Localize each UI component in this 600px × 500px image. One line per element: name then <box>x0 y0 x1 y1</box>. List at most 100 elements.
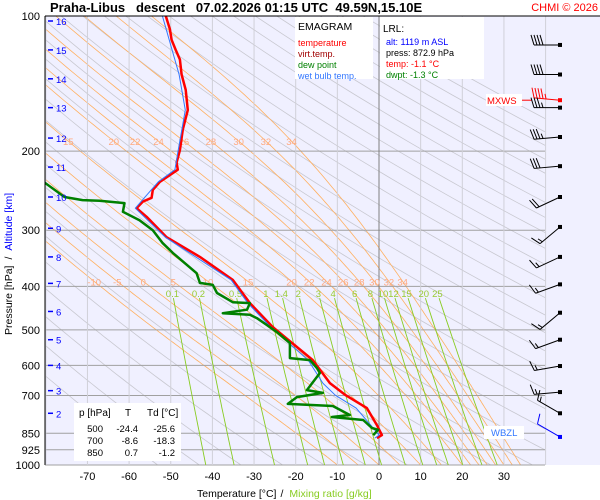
temperature-tick-label: -10 <box>329 471 345 483</box>
temperature-tick-label: -50 <box>163 471 179 483</box>
wind-station-dot <box>558 195 562 200</box>
mixing-ratio-label: 25 <box>432 289 443 300</box>
wind-barb-staff <box>537 399 561 414</box>
moist-adiabat-label: 22 <box>304 277 315 288</box>
values-table-box <box>74 403 181 461</box>
wind-barb <box>529 128 562 140</box>
wind-barb-half-flag <box>540 133 544 139</box>
wind-barb-flag <box>528 339 536 349</box>
dry-adiabat-line <box>168 16 545 249</box>
wind-barb-staff <box>537 423 561 438</box>
mixing-ratio-label: 8 <box>368 289 373 300</box>
wind-barb-half-flag <box>541 102 544 108</box>
moist-adiabat-label: 15 <box>243 277 254 288</box>
mixing-ratio-line <box>266 297 309 465</box>
wind-station-dot <box>558 164 562 169</box>
temperature-tick-label: 0 <box>376 471 382 483</box>
table-cell: 500 <box>87 424 103 435</box>
mixing-ratio-line <box>236 298 275 465</box>
wind-barb-staff <box>539 226 561 245</box>
pressure-tick-label: 850 <box>22 428 40 440</box>
pressure-tick-label: 500 <box>22 325 40 337</box>
wind-barb-half-flag <box>534 343 539 348</box>
wind-station-dot <box>558 364 562 369</box>
lrl-heading: LRL: <box>383 24 404 35</box>
pressure-tick-label: 200 <box>22 146 40 158</box>
dry-adiabat-line <box>45 58 545 390</box>
table-cell: -18.3 <box>153 436 175 447</box>
temperature-tick-label: -60 <box>121 471 137 483</box>
moist-adiabat-label: 34 <box>397 277 408 288</box>
wind-station-dot <box>558 434 562 439</box>
y-axis-title: Pressure [hPa] / Altitude [km] <box>3 193 15 335</box>
table-row: 700 -8.6 -18.3 <box>87 436 175 447</box>
wind-barb <box>528 337 562 350</box>
wind-barb-half-flag <box>534 365 538 371</box>
wind-barb-flag <box>528 284 536 294</box>
wind-barb-flag <box>531 237 541 245</box>
mixing-ratio-label: 20 <box>418 289 429 300</box>
wind-barb-staff <box>536 256 561 269</box>
mixing-ratio-line <box>407 297 464 465</box>
wind-barb <box>530 64 562 77</box>
mixing-ratio-label: 0.1 <box>166 289 179 300</box>
pressure-tick-label: 925 <box>22 445 40 457</box>
table-cell: -24.4 <box>116 424 138 435</box>
dry-adiabat-line <box>45 20 545 352</box>
mxws-label: MXWS <box>487 96 517 107</box>
wind-barb-half-flag <box>537 238 543 243</box>
wind-barb-flag <box>536 34 541 46</box>
wind-barb-flag <box>531 323 541 330</box>
mixing-ratio-label: 15 <box>401 289 412 300</box>
wind-barb-flag <box>540 88 544 99</box>
wind-barb <box>536 413 562 439</box>
legend-wet-bulb: wet bulb temp. <box>297 71 357 81</box>
altitude-tick-label: 6 <box>56 307 61 318</box>
wind-barb <box>529 195 562 209</box>
dry-adiabat-line <box>211 16 545 218</box>
moist-adiabat-label: 24 <box>321 277 332 288</box>
altitude-tick-label: 3 <box>56 387 61 398</box>
wind-barb-staff <box>536 196 561 209</box>
temperature-tick-label: -40 <box>204 471 220 483</box>
wind-barb-flag <box>533 97 538 108</box>
moist-adiabat-label: 28 <box>354 277 365 288</box>
mixing-ratio-line <box>438 297 498 465</box>
wind-barb <box>536 389 562 416</box>
legend-dew-point: dew point <box>298 60 337 70</box>
altitude-tick-label: 13 <box>56 104 67 115</box>
mixing-ratio-label: 10 <box>378 289 389 300</box>
wind-barb-staff <box>535 283 561 294</box>
mixing-ratio-line <box>319 297 366 465</box>
wind-station-dot <box>558 337 562 342</box>
altitude-tick-label: 4 <box>56 361 61 372</box>
altitude-tick-label: 16 <box>56 17 67 28</box>
altitude-tick-label: 2 <box>56 409 61 420</box>
wind-station-dot <box>558 72 562 77</box>
wind-barb-half-flag <box>539 396 542 402</box>
table-cell: -25.6 <box>153 424 175 435</box>
wind-barb-flag <box>529 259 537 269</box>
altitude-tick-label: 14 <box>56 75 67 86</box>
wind-barb <box>529 384 562 395</box>
mixing-ratio-label: 3 <box>316 289 321 300</box>
pressure-tick-label: 300 <box>22 225 40 237</box>
x-axis-title: Temperature [°C] / Mixing ratio [g/kg] <box>197 488 372 500</box>
altitude-tick-label: 7 <box>56 279 61 290</box>
wind-barb-flag <box>531 198 540 208</box>
pressure-tick-label: 1000 <box>16 460 40 472</box>
table-cell: -8.6 <box>122 436 138 447</box>
wind-barb-staff <box>535 339 561 350</box>
wind-barb-flag <box>531 87 535 99</box>
wind-barb-flag <box>537 88 541 99</box>
mixing-ratio-label: 1 <box>263 289 268 300</box>
mixing-ratio-line <box>199 298 235 465</box>
mixing-ratio-label: 0.2 <box>192 289 205 300</box>
mixing-ratio-lines <box>172 297 498 465</box>
wind-barb-flag <box>533 64 538 75</box>
wind-station-dot <box>558 42 562 47</box>
mixing-ratio-line <box>394 297 449 465</box>
wind-barb-staff <box>534 365 561 372</box>
